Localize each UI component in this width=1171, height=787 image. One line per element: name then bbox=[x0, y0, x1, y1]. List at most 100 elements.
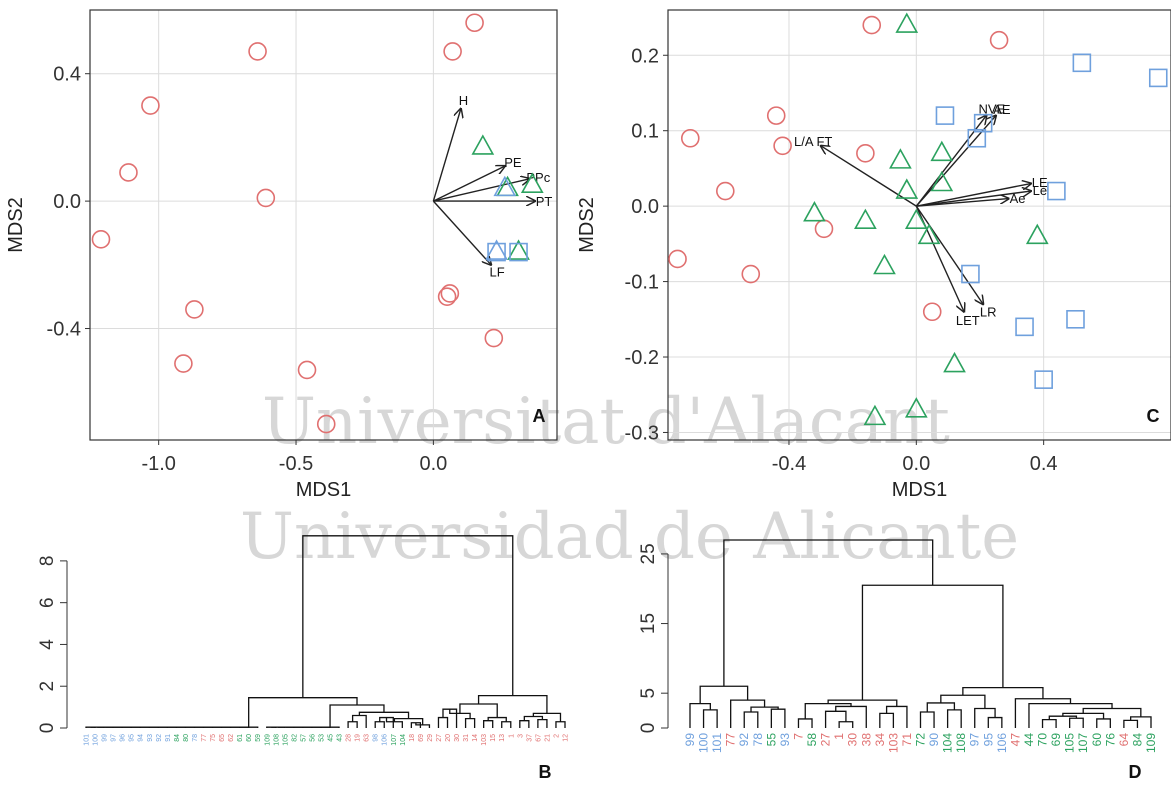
point-triangle bbox=[930, 170, 954, 192]
dendrogram-link bbox=[797, 718, 813, 728]
leaf-label: 71 bbox=[900, 733, 914, 747]
dendrogram-link bbox=[689, 702, 711, 728]
leaf-label: 27 bbox=[436, 734, 443, 742]
leaf-label: 21 bbox=[544, 734, 551, 742]
x-axis-label: MDS1 bbox=[296, 479, 352, 501]
vector-arrow bbox=[432, 200, 491, 265]
leaf-label: 65 bbox=[219, 734, 226, 742]
vector-label: L/A FT bbox=[794, 134, 832, 149]
leaf-label: 62 bbox=[228, 734, 235, 742]
leaf-label: 64 bbox=[1117, 733, 1131, 747]
point-square bbox=[935, 106, 955, 125]
leaf-label: 15 bbox=[490, 734, 497, 742]
leaf-label: 95 bbox=[129, 734, 136, 742]
x-tick-label: 0.0 bbox=[902, 453, 930, 475]
point-circle bbox=[766, 106, 786, 125]
leaf-label: 108 bbox=[954, 733, 968, 753]
leaf-label: 59 bbox=[255, 734, 262, 742]
y-tick-label: 0.0 bbox=[53, 191, 81, 213]
leaf-label: 93 bbox=[147, 734, 154, 742]
point-triangle bbox=[943, 351, 966, 373]
y-tick-label: 25 bbox=[638, 543, 659, 564]
leaf-label: 80 bbox=[183, 734, 190, 742]
leaf-label: 45 bbox=[328, 734, 335, 742]
point-square bbox=[961, 264, 980, 284]
leaf-label: 97 bbox=[111, 734, 118, 742]
leaf-label: 77 bbox=[724, 733, 738, 747]
point-circle bbox=[741, 264, 761, 284]
dendrogram-link bbox=[824, 710, 847, 728]
leaf-label: 30 bbox=[846, 733, 860, 747]
point-square bbox=[973, 113, 993, 133]
dendrogram-link bbox=[501, 721, 512, 728]
leaf-label: 34 bbox=[873, 733, 887, 747]
leaf-label: 99 bbox=[102, 734, 109, 742]
leaf-label: 107 bbox=[391, 734, 398, 746]
y-axis-label: MDS2 bbox=[576, 197, 598, 253]
y-tick-label: 2 bbox=[37, 681, 58, 692]
leaf-label: 106 bbox=[995, 733, 1009, 753]
leaf-label: 101 bbox=[710, 733, 724, 753]
point-circle bbox=[248, 42, 267, 61]
y-tick-label: 0 bbox=[638, 723, 659, 734]
dendrogram-link bbox=[1028, 702, 1113, 728]
y-tick-label: -0.1 bbox=[625, 272, 659, 294]
panel-label: A bbox=[533, 406, 546, 426]
point-triangle bbox=[520, 172, 544, 193]
point-circle bbox=[443, 42, 462, 61]
vector-label: Le bbox=[1033, 183, 1047, 198]
y-tick-label: 0.4 bbox=[53, 64, 81, 86]
point-circle bbox=[922, 302, 942, 322]
leaf-label: 105 bbox=[1063, 733, 1077, 753]
point-circle bbox=[119, 163, 138, 182]
dendrogram-link bbox=[1062, 712, 1105, 719]
dendrogram-link bbox=[1069, 717, 1084, 728]
dendrogram-link bbox=[940, 694, 986, 709]
y-tick-label: 0.0 bbox=[631, 196, 659, 218]
point-triangle bbox=[930, 140, 954, 162]
dendrogram-link bbox=[487, 716, 507, 722]
y-tick-label: 4 bbox=[37, 639, 58, 650]
leaf-label: 18 bbox=[409, 734, 416, 742]
vector-arrow bbox=[916, 184, 1031, 207]
dendrogram-link bbox=[879, 712, 895, 728]
vector-arrow bbox=[433, 179, 529, 202]
leaf-label: 104 bbox=[941, 733, 955, 753]
point-square bbox=[509, 242, 528, 262]
vector-label: PE bbox=[504, 155, 522, 170]
vector-arrow bbox=[916, 191, 1031, 207]
dendrogram-link bbox=[1130, 716, 1152, 728]
dendrogram-link bbox=[699, 685, 749, 704]
vector-label: AE bbox=[993, 102, 1011, 117]
vector-arrow bbox=[433, 166, 504, 202]
x-axis-label: MDS1 bbox=[892, 479, 948, 501]
leaf-label: 77 bbox=[201, 734, 208, 742]
point-square bbox=[1148, 68, 1168, 88]
dendrogram-link bbox=[926, 702, 956, 712]
dendrogram-link bbox=[1048, 715, 1078, 720]
panel-label: C bbox=[1147, 406, 1160, 426]
leaf-label: 43 bbox=[337, 734, 344, 742]
dendrogram-link bbox=[838, 721, 854, 728]
dendrogram-link bbox=[374, 721, 385, 728]
y-tick-label: 0 bbox=[37, 723, 58, 734]
panel-label: B bbox=[539, 762, 552, 782]
vector-arrow bbox=[821, 146, 917, 207]
dendrogram-link bbox=[532, 712, 562, 722]
vector-label: PT bbox=[536, 194, 553, 209]
dendrogram-link bbox=[415, 722, 431, 728]
leaf-label: 103 bbox=[886, 733, 900, 753]
point-circle bbox=[668, 249, 687, 269]
leaf-label: 57 bbox=[300, 734, 307, 742]
leaf-label: 69 bbox=[1049, 733, 1063, 747]
leaf-label: 14 bbox=[472, 734, 479, 742]
leaf-label: 92 bbox=[737, 733, 751, 747]
x-tick-label: -0.4 bbox=[772, 453, 806, 475]
dendrogram-link bbox=[1041, 718, 1057, 728]
leaf-label: 93 bbox=[778, 733, 792, 747]
y-tick-label: 8 bbox=[37, 556, 58, 567]
y-tick-label: 0.1 bbox=[631, 121, 659, 143]
scatter-panel-C: -0.4 0.0 0.4 -0.3 -0.2 -0.1 0.0 0.1 0.2 MDS1 MDS2 N… bbox=[576, 9, 1171, 501]
leaf-label: 1 bbox=[508, 734, 515, 738]
leaf-label: 109 bbox=[1144, 733, 1158, 753]
